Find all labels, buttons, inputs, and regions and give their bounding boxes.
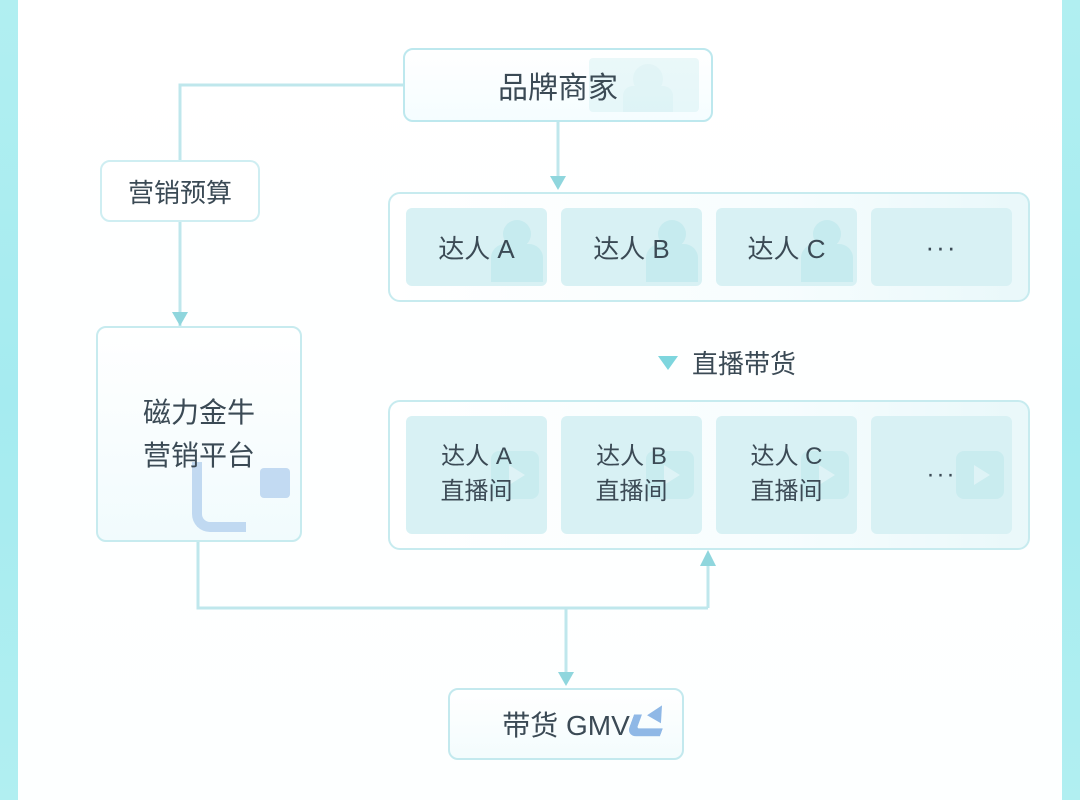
- liveroom-card-c: 达人 C 直播间: [716, 416, 857, 534]
- budget-label: 营销预算: [128, 173, 232, 210]
- influencer-more-label: ···: [926, 232, 958, 263]
- liveroom-a-label: 达人 A 直播间: [441, 440, 513, 510]
- livestream-label: 直播带货: [692, 344, 796, 381]
- mid-arrow-label: 直播带货: [658, 344, 796, 381]
- play-icon: [956, 451, 1004, 499]
- trend-up-icon: [630, 708, 664, 736]
- platform-line2: 营销平台: [143, 434, 255, 477]
- liveroom-card-more: ···: [871, 416, 1012, 534]
- influencer-a-label: 达人 A: [438, 229, 515, 266]
- liverooms-row: 达人 A 直播间 达人 B 直播间 达人 C 直播间 ···: [388, 400, 1030, 550]
- node-marketing-budget: 营销预算: [100, 160, 260, 222]
- platform-line1: 磁力金牛: [143, 391, 255, 434]
- liveroom-c-label: 达人 C 直播间: [751, 440, 823, 510]
- liveroom-card-b: 达人 B 直播间: [561, 416, 702, 534]
- node-cilijinniu-platform: 磁力金牛 营销平台: [96, 326, 302, 542]
- brand-label: 品牌商家: [498, 63, 618, 107]
- liveroom-more-label: ···: [927, 458, 957, 493]
- chevron-down-icon: [658, 356, 678, 370]
- influencer-card-a: 达人 A: [406, 208, 547, 286]
- node-brand-merchant: 品牌商家: [403, 48, 713, 122]
- diagram-stage: 品牌商家 营销预算 磁力金牛 营销平台 达人 A 达人 B 达人 C ··· 直…: [18, 0, 1062, 800]
- influencer-c-label: 达人 C: [747, 229, 825, 266]
- influencer-card-more: ···: [871, 208, 1012, 286]
- liveroom-card-a: 达人 A 直播间: [406, 416, 547, 534]
- frame-edge-left: [0, 0, 18, 800]
- influencers-row: 达人 A 达人 B 达人 C ···: [388, 192, 1030, 302]
- liveroom-b-label: 达人 B 直播间: [596, 440, 668, 510]
- influencer-b-label: 达人 B: [593, 229, 670, 266]
- influencer-card-b: 达人 B: [561, 208, 702, 286]
- influencer-card-c: 达人 C: [716, 208, 857, 286]
- node-gmv: 带货 GMV: [448, 688, 684, 760]
- frame-edge-right: [1062, 0, 1080, 800]
- gmv-label: 带货 GMV: [502, 704, 630, 744]
